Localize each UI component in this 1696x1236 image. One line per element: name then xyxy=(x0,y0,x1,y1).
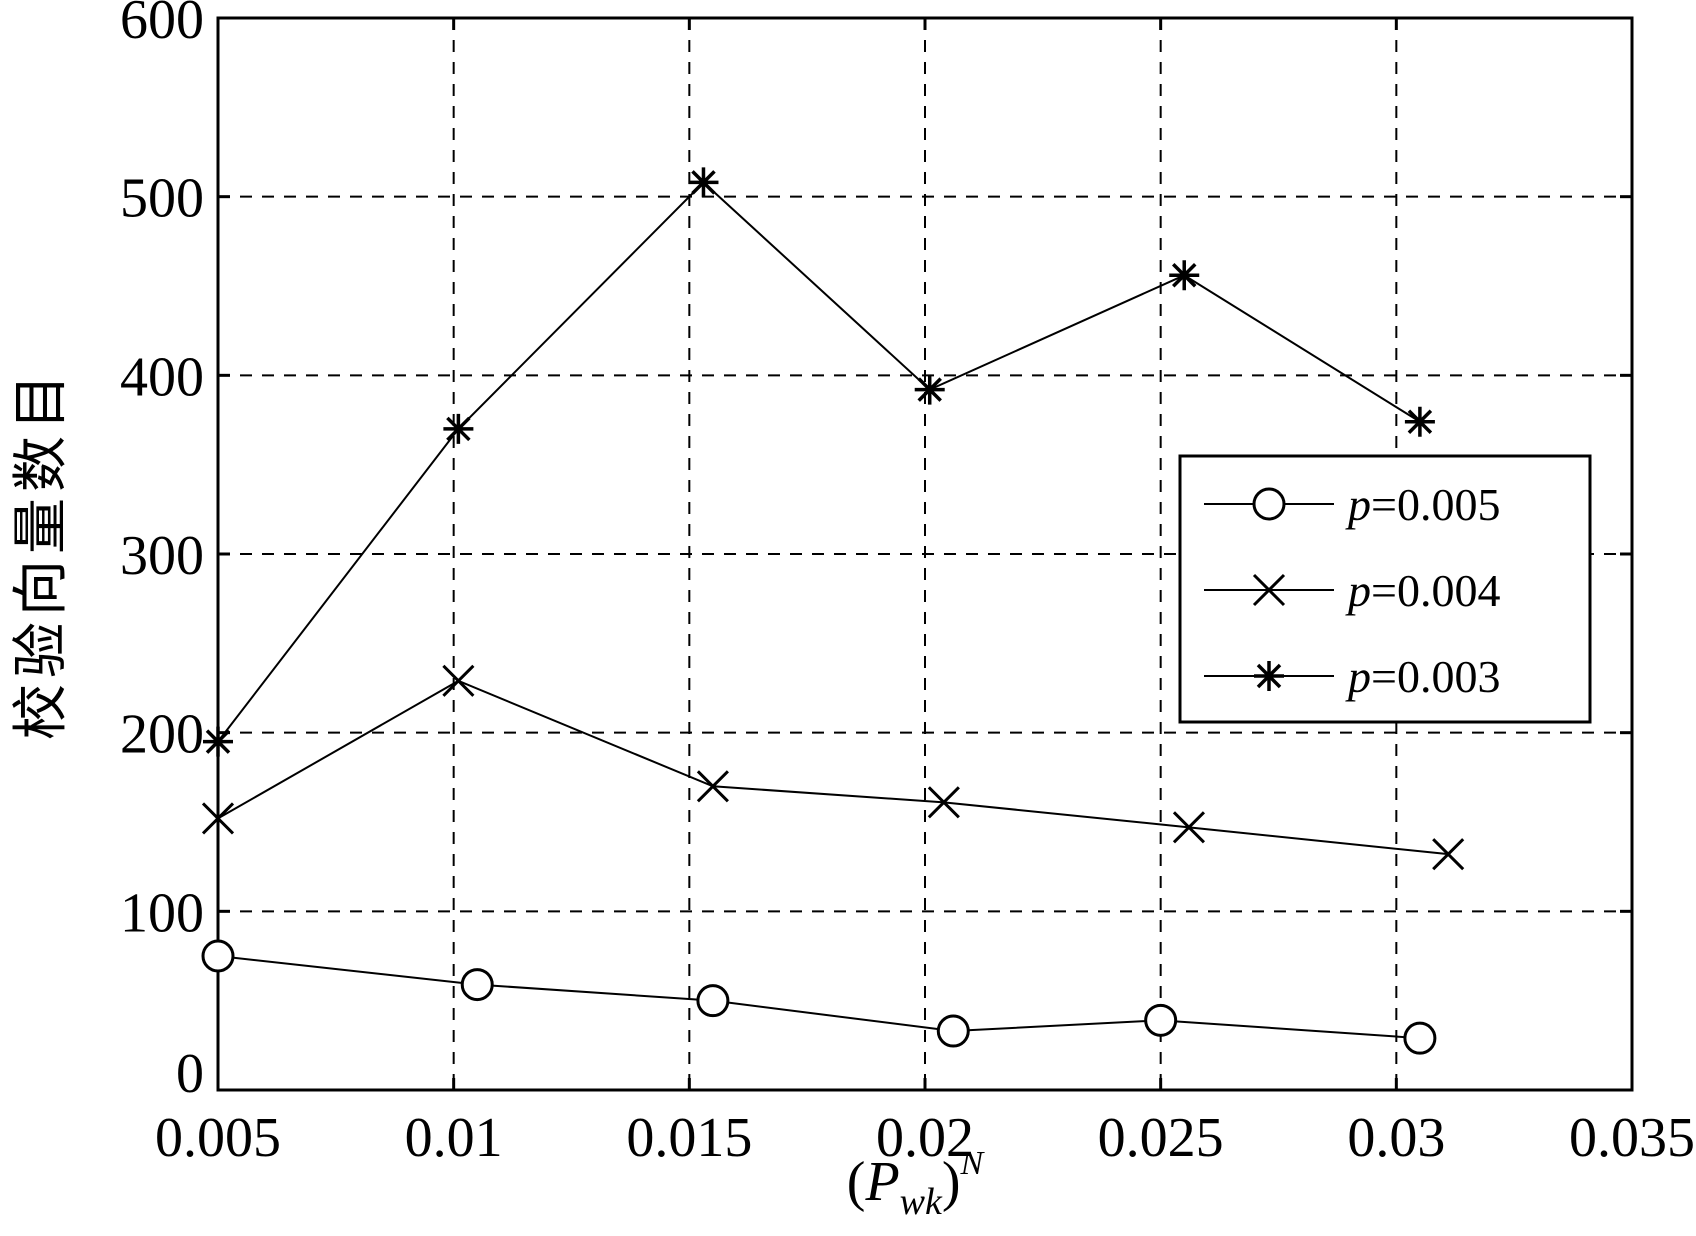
data-point-x xyxy=(927,786,960,819)
x-tick-label: 0.01 xyxy=(405,1107,503,1169)
x-tick-label: 0.025 xyxy=(1098,1107,1224,1169)
y-tick-label: 100 xyxy=(120,882,204,944)
y-tick-label: 600 xyxy=(120,0,204,51)
x-tick-labels: 0.005 0.01 0.015 0.02 0.025 0.03 0.035 xyxy=(155,1107,1695,1169)
series-line xyxy=(217,679,1449,856)
x-label-base: P xyxy=(864,1151,899,1213)
legend-label-var: p xyxy=(1345,651,1371,702)
legend-item: p=0.004 xyxy=(1204,565,1500,616)
x-tick-label: 0.035 xyxy=(1569,1107,1695,1169)
legend-label-var: p xyxy=(1345,565,1371,616)
y-tick-label: 500 xyxy=(120,168,204,230)
y-tick-label: 200 xyxy=(120,704,204,766)
data-point-x xyxy=(201,802,235,835)
data-point-x xyxy=(696,770,729,803)
axis-ticks xyxy=(216,16,1634,1092)
legend-label-var: p xyxy=(1345,479,1371,530)
x-label-sub: wk xyxy=(900,1181,943,1223)
series-x xyxy=(201,664,1465,871)
x-tick-label: 0.02 xyxy=(876,1107,974,1169)
legend-item: p=0.005 xyxy=(1204,479,1500,530)
data-point-circle xyxy=(1403,1021,1437,1055)
y-tick-label: 400 xyxy=(120,346,204,408)
legend-marker-star xyxy=(1254,661,1284,691)
y-axis-label: 校验向量数目 xyxy=(11,368,73,740)
data-point-x xyxy=(1432,838,1465,871)
legend-label: p=0.005 xyxy=(1345,479,1500,530)
data-point-star xyxy=(203,726,233,757)
legend-label-value: =0.005 xyxy=(1371,479,1500,530)
data-point-circle xyxy=(460,968,494,1002)
legend-label-value: =0.004 xyxy=(1371,565,1500,616)
legend-label: p=0.004 xyxy=(1345,565,1500,616)
data-point-circle xyxy=(696,984,730,1018)
legend-marker-x xyxy=(1252,573,1286,607)
legend-item: p=0.003 xyxy=(1204,651,1500,702)
data-point-circle xyxy=(201,939,235,973)
data-point-star xyxy=(1404,406,1435,437)
data-point-circle xyxy=(936,1014,970,1048)
data-point-x xyxy=(1172,811,1206,844)
y-tick-labels: 0 100 200 300 400 500 600 xyxy=(120,0,204,1105)
legend-marker-circle xyxy=(1252,487,1286,521)
x-label-open: ( xyxy=(847,1151,866,1213)
series-layer xyxy=(201,167,1465,1055)
data-point-x xyxy=(442,664,475,697)
data-point-star xyxy=(443,413,474,444)
x-axis-label: (Pwk)N xyxy=(847,1145,986,1223)
data-point-circle xyxy=(1144,1003,1178,1037)
data-point-star xyxy=(1169,260,1200,291)
x-label-close: ) xyxy=(942,1151,961,1213)
y-tick-label: 300 xyxy=(120,525,204,587)
x-tick-label: 0.015 xyxy=(626,1107,752,1169)
data-point-star xyxy=(688,167,719,198)
series-line xyxy=(217,180,1421,743)
data-point-star xyxy=(914,374,945,405)
series-circle xyxy=(201,939,1437,1055)
x-label-sup: N xyxy=(960,1145,986,1182)
y-tick-label: 0 xyxy=(176,1043,204,1105)
legend-label-value: =0.003 xyxy=(1371,651,1500,702)
x-tick-label: 0.03 xyxy=(1347,1107,1445,1169)
series-star xyxy=(203,167,1435,757)
series-line xyxy=(217,955,1420,1040)
legend-label: p=0.003 xyxy=(1345,651,1500,702)
x-tick-label: 0.005 xyxy=(155,1107,281,1169)
